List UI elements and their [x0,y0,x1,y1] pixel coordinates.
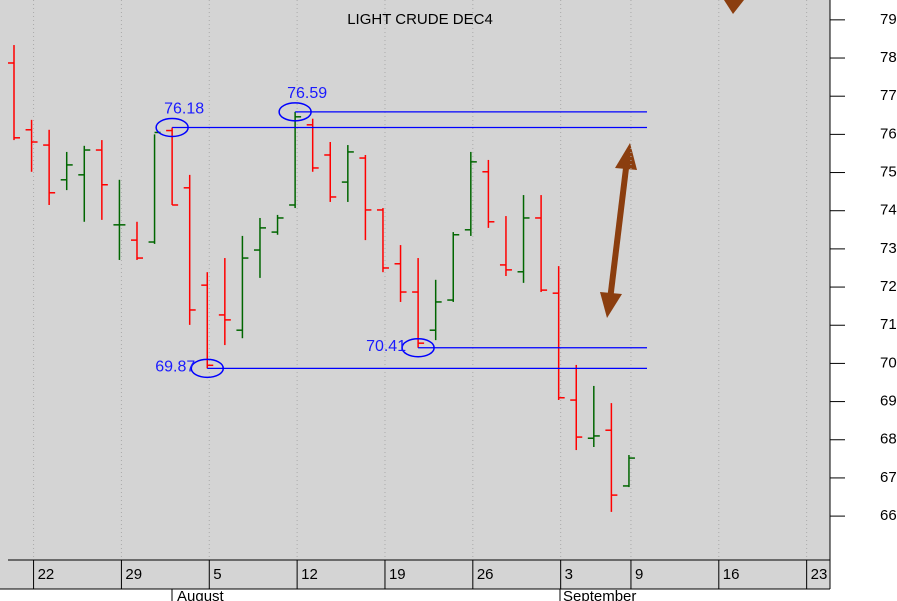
date-axis [0,560,830,589]
x-tick-label: 19 [389,566,406,583]
y-tick-label: 70 [880,354,897,371]
x-tick-label: 16 [723,566,740,583]
chart-title: LIGHT CRUDE DEC4 [347,11,493,28]
y-tick-label: 79 [880,11,897,28]
arrow [600,0,744,318]
level-label: 76.18 [164,101,204,118]
level-label: 76.59 [287,85,327,102]
x-tick-label: 22 [38,566,55,583]
level-label: 69.87 [155,359,195,376]
plot-area [0,0,830,560]
level-label: 70.41 [366,338,406,355]
level-circle [190,358,225,379]
y-tick-label: 76 [880,125,897,142]
level-circle [401,338,435,358]
month-label: September [563,588,636,601]
y-tick-label: 72 [880,278,897,295]
y-tick-label: 69 [880,393,897,410]
y-tick-label: 73 [880,240,897,257]
y-tick-label: 66 [880,507,897,524]
x-tick-label: 29 [125,566,142,583]
y-tick-label: 78 [880,49,897,66]
x-tick-label: 9 [635,566,643,583]
y-tick-label: 68 [880,431,897,448]
x-tick-label: 5 [213,566,221,583]
x-tick-label: 26 [477,566,494,583]
y-tick-label: 71 [880,316,897,333]
level-circle [278,102,312,122]
y-tick-label: 77 [880,87,897,104]
y-tick-label: 67 [880,469,897,486]
level-circle [155,117,189,138]
x-tick-label: 23 [811,566,828,583]
x-tick-label: 12 [301,566,318,583]
x-tick-label: 3 [565,566,573,583]
month-label: August [177,588,225,601]
y-tick-label: 74 [880,202,897,219]
y-tick-label: 75 [880,164,897,181]
